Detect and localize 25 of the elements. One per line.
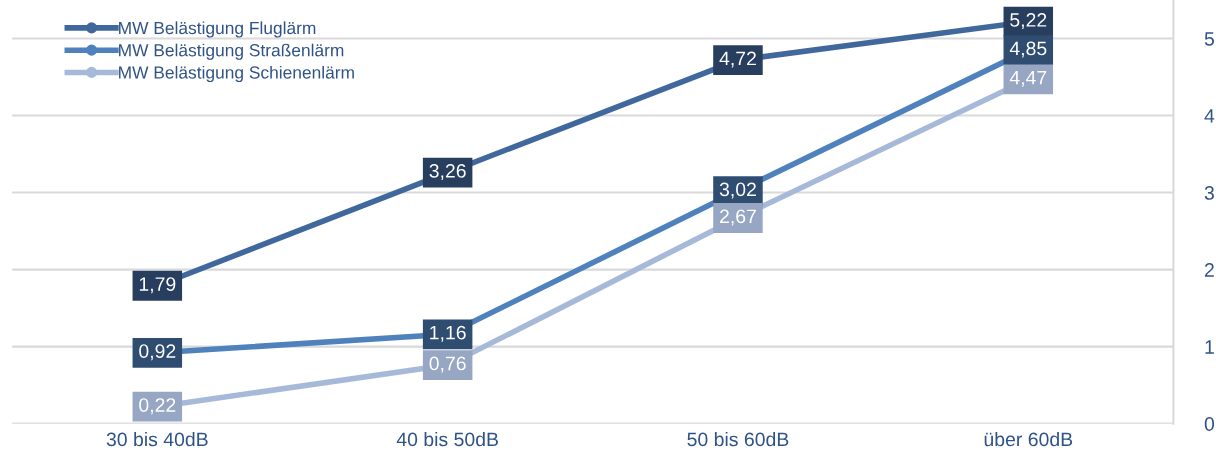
x-tick-label: 40 bis 50dB	[396, 431, 498, 447]
legend-label: MW Belästigung Straßenlärm	[119, 43, 344, 60]
x-tick-label: 30 bis 40dB	[106, 431, 208, 447]
data-label: 3,02	[719, 182, 756, 199]
data-label: 4,47	[1009, 70, 1047, 87]
data-label: 4,85	[1009, 41, 1047, 58]
data-label: 0,76	[429, 356, 466, 373]
y-tick-label: 1	[1205, 340, 1214, 354]
data-label: 1,16	[430, 325, 466, 342]
y-tick-label: 4	[1204, 109, 1215, 123]
legend-label: MW Belästigung Fluglärm	[119, 21, 316, 38]
y-tick-label: 5	[1204, 32, 1214, 46]
data-label: 0,22	[139, 398, 176, 415]
data-label: 5,22	[1010, 13, 1047, 30]
data-label: 0,92	[139, 344, 176, 361]
data-label: 2,67	[720, 209, 756, 226]
y-tick-label: 3	[1204, 186, 1214, 200]
x-tick-label: 50 bis 60dB	[687, 431, 789, 447]
data-label: 3,26	[429, 163, 466, 181]
y-tick-label: 0	[1204, 417, 1215, 431]
data-label: 4,72	[719, 51, 756, 68]
y-tick-label: 2	[1204, 263, 1214, 277]
data-label: 1,79	[139, 277, 176, 294]
legend-label: MW Belästigung Schienenlärm	[119, 65, 354, 83]
x-tick-label: über 60dB	[984, 431, 1073, 447]
